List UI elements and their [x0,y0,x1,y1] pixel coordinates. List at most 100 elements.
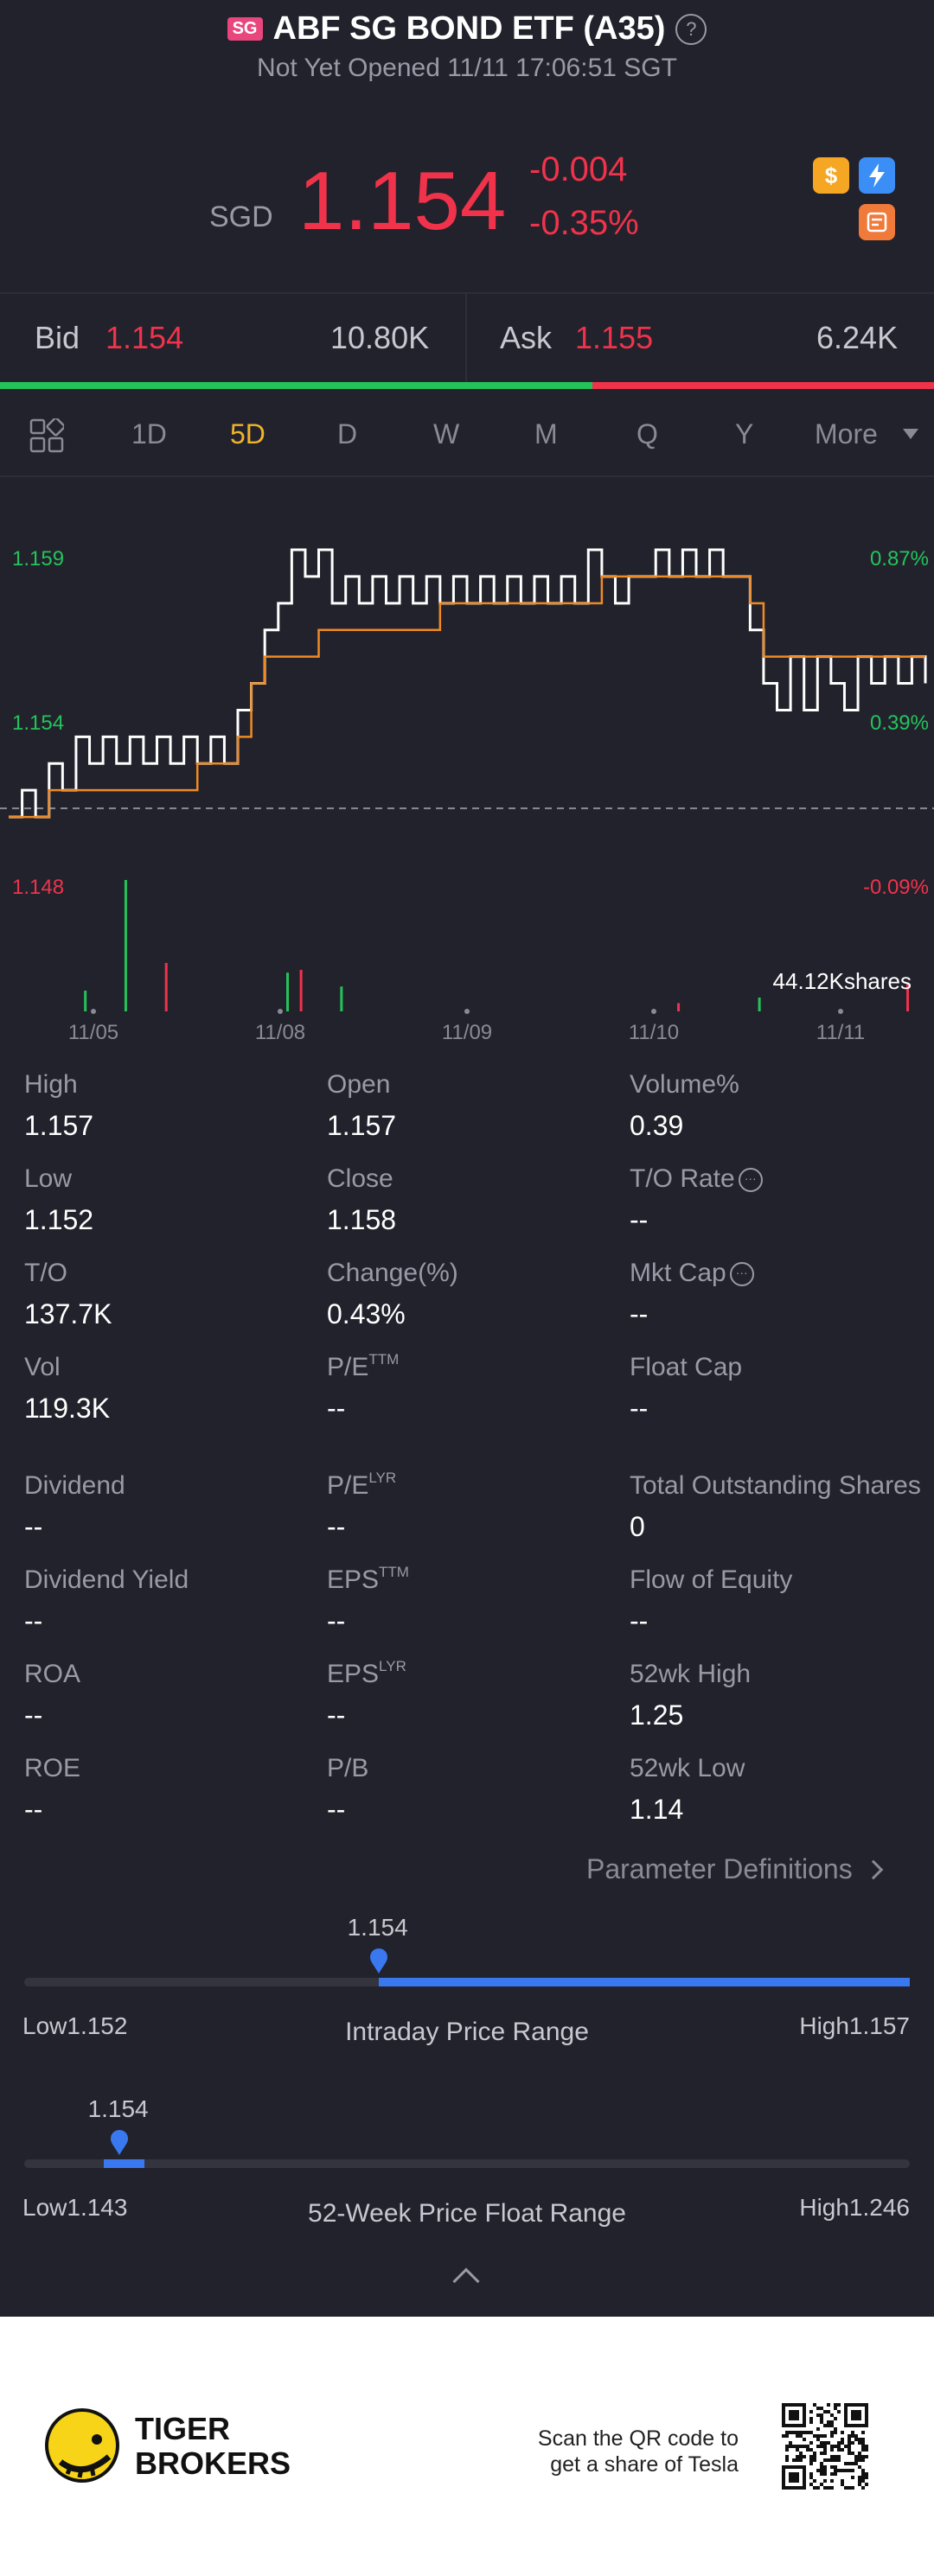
tab-5d[interactable]: 5D [230,418,265,450]
tab-m[interactable]: M [534,418,558,450]
price-line [9,548,927,819]
flash-icon[interactable] [859,157,895,194]
qr-finder [789,2472,799,2483]
qr-module [830,2486,834,2490]
qr-module [823,2441,827,2445]
qr-module [830,2431,834,2434]
chevron-down-icon[interactable] [903,429,918,439]
qr-module [848,2448,851,2452]
qr-module [820,2465,823,2469]
qr-module [806,2448,809,2452]
stat-label: EPS [327,1660,380,1688]
qr-module [823,2465,827,2469]
qr-module [851,2431,854,2434]
qr-finder [789,2410,799,2420]
qr-module [851,2434,854,2438]
stat-value: -- [630,1393,649,1424]
tab-1d[interactable]: 1D [131,418,167,450]
qr-module [823,2410,827,2413]
qr-module [827,2424,830,2427]
qr-module [854,2438,858,2441]
stat-value: 1.25 [630,1699,684,1731]
qr-module [841,2479,844,2483]
qr-module [858,2441,861,2445]
qr-module [865,2476,868,2479]
stat-total-outstanding-shares: Total Outstanding Shares 0 [630,1471,921,1543]
stat-value: 1.157 [327,1110,397,1141]
qr-module [834,2431,837,2434]
dollar-icon[interactable]: $ [813,157,849,194]
stat-label: ROE [24,1754,81,1782]
qr-module [820,2445,823,2448]
tiger-logo-icon [45,2408,119,2483]
qr-module [830,2472,834,2476]
stat-label: Total Outstanding Shares [630,1471,921,1500]
stat-value: -- [24,1794,43,1825]
stat-value: -- [630,1298,649,1329]
qr-module [841,2438,844,2441]
volume-bar [286,972,289,1011]
info-icon[interactable]: ··· [729,1262,754,1287]
stat-close: Close 1.158 [327,1164,396,1236]
qr-module [854,2458,858,2462]
qr-module [796,2458,799,2462]
range-title: Intraday Price Range [345,2018,589,2046]
range-low: Low1.152 [22,2012,128,2039]
qr-module [809,2462,813,2465]
brand-line-2: BROKERS [135,2445,291,2481]
qr-module [823,2458,827,2462]
qr-module [851,2476,854,2479]
range-track [24,1978,910,1986]
qr-module [816,2427,820,2431]
tab-y[interactable]: Y [735,418,754,450]
qr-module [865,2472,868,2476]
qr-module [848,2486,851,2490]
qr-module [803,2438,806,2441]
info-icon[interactable]: ··· [738,1168,763,1193]
stat-eps-lyr: EPSLYR -- [327,1658,406,1731]
tab-d[interactable]: D [337,418,358,450]
qr-module [785,2434,789,2438]
stat-52wk-high: 52wk High 1.25 [630,1660,751,1731]
qr-module [827,2486,830,2490]
range-pin-icon [369,1948,387,1973]
qr-module [803,2455,806,2458]
y-tick-label-right: -0.09% [863,876,929,899]
news-icon[interactable] [859,204,895,240]
stat-value: 137.7K [24,1298,112,1329]
y-tick-label-right: 0.39% [870,711,929,735]
qr-module [830,2424,834,2427]
tab-q[interactable]: Q [637,418,658,450]
qr-code-icon [782,2403,868,2490]
qr-module [813,2403,816,2407]
quote-panel: SGD 1.154 -0.004 -0.35% $ [0,138,934,268]
stat-value: -- [630,1605,649,1636]
tab-more[interactable]: More [815,418,878,450]
range-title: 52-Week Price Float Range [308,2199,626,2228]
volume-bar [299,970,303,1011]
qr-module [820,2452,823,2455]
stat-label: 52wk Low [630,1754,745,1782]
grid-icon[interactable] [29,418,64,453]
stat-high: High 1.157 [24,1070,93,1142]
qr-module [837,2410,841,2413]
qr-module [844,2469,848,2472]
parameter-definitions-link[interactable]: Parameter Definitions [586,1853,884,1885]
qr-module [809,2417,813,2420]
qr-module [806,2445,809,2448]
qr-module [858,2465,861,2469]
stat-turnover-rate: T/O Rate ··· -- [630,1164,763,1236]
qr-module [861,2469,865,2472]
stat-label: Change(%) [327,1259,458,1287]
last-price: 1.154 [298,155,507,247]
chevron-up-icon[interactable] [452,2267,480,2295]
qr-module [858,2438,861,2441]
tab-w[interactable]: W [433,418,460,450]
qr-module [865,2483,868,2486]
stat-open: Open 1.157 [327,1070,396,1142]
period-tabs: 1D 5D D W M Q Y More [0,391,934,477]
help-icon[interactable]: ? [675,13,707,45]
qr-module [861,2455,865,2458]
stat-label: P/B [327,1754,369,1782]
